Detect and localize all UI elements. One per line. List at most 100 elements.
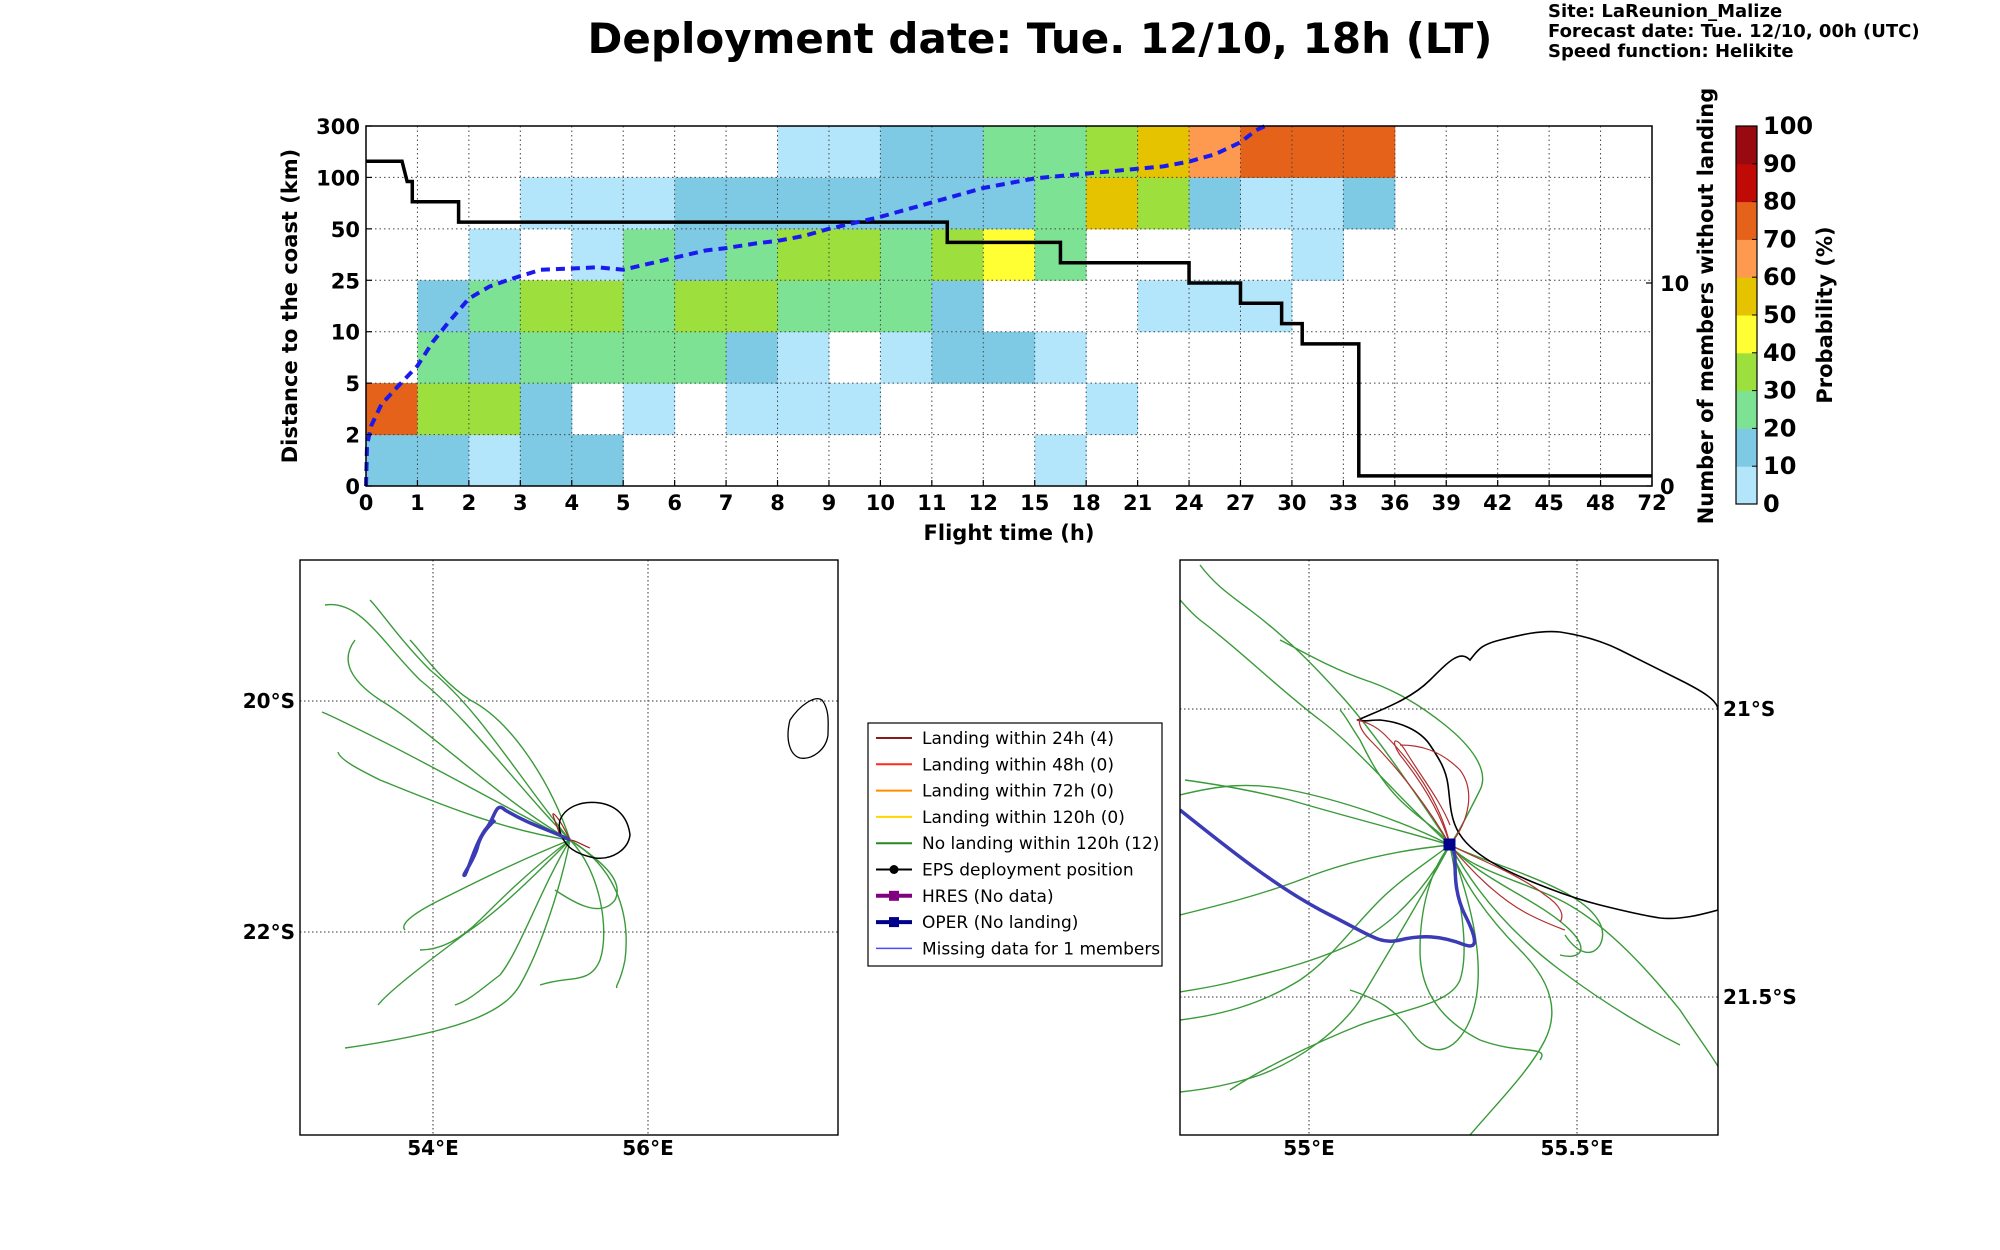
x-tick-label: 9	[822, 491, 837, 515]
heatmap-cell	[1291, 126, 1344, 178]
legend-label: No landing within 120h (12)	[922, 834, 1159, 854]
heatmap-cell	[623, 383, 676, 436]
heatmap-cell	[777, 280, 830, 333]
legend-label: Landing within 24h (4)	[922, 729, 1114, 749]
y-tick-label: 0	[345, 475, 360, 499]
colorbar-tick-label: 80	[1763, 188, 1796, 216]
x-tick-label: 2	[462, 491, 477, 515]
heatmap-cell	[1137, 177, 1190, 230]
oper-deployment-marker	[1443, 838, 1456, 851]
heatmap-x-ticks: 0 1 2 3 4 5 6 7 8 9 10 11 12 15 18 21 24 27 30 33 36 39 42 45 48…	[359, 480, 1667, 515]
heatmap-cell	[880, 228, 933, 281]
x-tick-label: 0	[359, 491, 374, 515]
heatmap-cell	[726, 383, 779, 436]
colorbar-cell	[1736, 315, 1757, 354]
regional-map: 54°E 56°E 20°S 22°S	[243, 559, 839, 1160]
colorbar-cell	[1736, 239, 1757, 278]
x-axis-label: Flight time (h)	[924, 521, 1095, 545]
heatmap-cell	[880, 280, 933, 333]
colorbar-tick-label: 10	[1763, 452, 1796, 480]
colorbar-cell	[1736, 466, 1757, 505]
landing-trajectories	[552, 813, 591, 849]
heatmap-cell	[726, 228, 779, 281]
heatmap-cell	[983, 177, 1036, 230]
legend-label: Landing within 72h (0)	[922, 782, 1114, 802]
median-distance-line	[364, 123, 1268, 487]
heatmap-cell	[674, 228, 727, 281]
y-axis-label: Distance to the coast (km)	[278, 149, 302, 464]
colorbar-tick-label: 60	[1763, 263, 1796, 291]
colorbar: 0 10 20 30 40 50 60 70 80 90 100 Probability (%)	[1735, 112, 1837, 518]
heatmap-cell	[366, 383, 418, 436]
heatmap-cell	[880, 331, 933, 384]
heatmap-cell	[1137, 126, 1190, 178]
reunion-island-outline-zoom	[1356, 630, 1718, 920]
legend: Landing within 24h (4) Landing within 48h…	[867, 722, 1163, 967]
colorbar-tick-label: 30	[1763, 377, 1796, 405]
heatmap-cell	[983, 331, 1036, 384]
heatmap-cell	[1189, 177, 1241, 230]
heatmap-cell	[571, 228, 624, 281]
colorbar-cells	[1736, 126, 1757, 505]
x-tick-label: 8	[770, 491, 785, 515]
member-trajectories-zoom	[1180, 564, 1718, 1135]
lat-tick-22: 22°S	[243, 920, 295, 944]
x-tick-label: 48	[1586, 491, 1615, 515]
heatmap-cell	[468, 280, 521, 333]
heatmap-cell	[520, 383, 573, 436]
heatmap-cell	[520, 434, 573, 487]
heatmap-cell	[931, 126, 984, 178]
mauritius-island-outline	[787, 698, 829, 759]
lon-tick-54: 54°E	[407, 1136, 459, 1160]
forecast-date-label: Forecast date: Tue. 12/10, 00h (UTC)	[1548, 21, 1920, 42]
heatmap-cell	[674, 331, 727, 384]
heatmap-cell	[1137, 280, 1190, 333]
x-tick-label: 21	[1123, 491, 1152, 515]
x-tick-label: 45	[1535, 491, 1564, 515]
oper-trajectory	[462, 805, 571, 877]
heatmap-cell	[1086, 383, 1139, 436]
heatmap-cell	[726, 331, 779, 384]
y2-axis-label: Number of members without landing	[1694, 88, 1718, 525]
colorbar-cell	[1736, 126, 1757, 165]
heatmap-frame	[365, 125, 1653, 487]
heatmap-cell	[828, 383, 881, 436]
x-tick-label: 3	[513, 491, 528, 515]
legend-label: Landing within 48h (0)	[922, 755, 1114, 775]
x-tick-label: 11	[917, 491, 946, 515]
lon-tick-55-5: 55.5°E	[1540, 1136, 1613, 1160]
reunion-island-outline	[558, 801, 631, 859]
heatmap-cell	[828, 126, 881, 178]
heatmap-cell	[880, 126, 933, 178]
y-tick-label: 5	[345, 372, 360, 396]
heatmap-cell	[623, 280, 676, 333]
y2-tick-label: 0	[1660, 475, 1675, 499]
x-tick-label: 6	[667, 491, 682, 515]
heatmap-cell	[571, 331, 624, 384]
colorbar-cell	[1736, 428, 1757, 467]
legend-marker	[889, 865, 899, 874]
legend-label: HRES (No data)	[922, 887, 1054, 907]
y-tick-label: 100	[316, 166, 360, 190]
heatmap-cell	[777, 228, 830, 281]
heatmap-cell	[571, 434, 624, 487]
heatmap-cell	[1189, 280, 1241, 333]
colorbar-tick-label: 20	[1763, 414, 1796, 442]
heatmap-cell	[468, 434, 521, 487]
heatmap-cell	[1189, 126, 1241, 178]
x-tick-label: 72	[1637, 491, 1666, 515]
heatmap-cell	[1034, 434, 1087, 487]
heatmap-chart: 0 1 2 3 4 5 6 7 8 9 10 11 12 15 18 21 24 27 30 33 36 39 42 45 48…	[278, 88, 1718, 545]
page-title: Deployment date: Tue. 12/10, 18h (LT)	[587, 14, 1493, 63]
heatmap-cell	[417, 331, 470, 384]
y-tick-label: 10	[331, 321, 360, 345]
heatmap-cell	[468, 228, 521, 281]
colorbar-tick-label: 40	[1763, 339, 1796, 367]
colorbar-cell	[1736, 390, 1757, 429]
y-tick-label: 50	[331, 218, 360, 242]
x-tick-label: 30	[1277, 491, 1306, 515]
speed-function-label: Speed function: Helikite	[1548, 41, 1794, 62]
y-tick-label: 25	[331, 269, 360, 293]
x-tick-label: 33	[1329, 491, 1358, 515]
